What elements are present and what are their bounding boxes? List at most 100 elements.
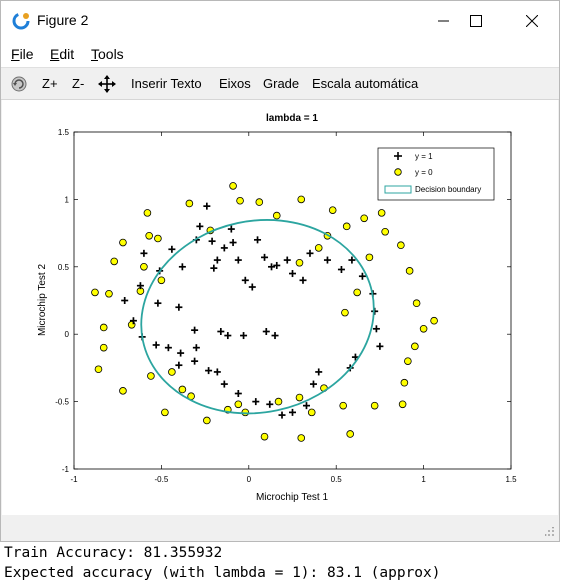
title-bar[interactable]: Figure 2 bbox=[1, 1, 559, 41]
negative-point bbox=[119, 238, 127, 247]
positive-point bbox=[315, 368, 323, 376]
negative-point bbox=[236, 196, 244, 205]
positive-point bbox=[152, 341, 160, 349]
negative-point bbox=[360, 214, 368, 223]
negative-point bbox=[398, 400, 407, 409]
positive-point bbox=[191, 326, 199, 334]
positive-point bbox=[175, 303, 183, 311]
close-button[interactable] bbox=[509, 1, 555, 41]
zoom-out-button[interactable]: Z- bbox=[72, 76, 85, 91]
matlab-octave-icon bbox=[12, 12, 30, 30]
negative-point bbox=[178, 385, 187, 394]
negative-point bbox=[314, 244, 323, 252]
pan-icon[interactable] bbox=[98, 75, 116, 93]
positive-point bbox=[175, 361, 183, 369]
negative-point bbox=[365, 253, 374, 262]
negative-point bbox=[143, 209, 152, 217]
negative-point bbox=[260, 432, 269, 441]
negative-point bbox=[185, 199, 194, 208]
axis-ticks: -1 -0.5 0 0.5 1 1.5 -1 -0.5 0 0.5 1 1.5 bbox=[55, 128, 517, 484]
negative-point bbox=[297, 195, 306, 204]
x-tick-label: 1 bbox=[421, 475, 426, 484]
rotate-icon[interactable] bbox=[10, 75, 28, 93]
zoom-in-button[interactable]: Z+ bbox=[42, 76, 58, 91]
negative-point bbox=[140, 263, 148, 271]
positive-point bbox=[240, 332, 248, 340]
positive-point bbox=[271, 332, 279, 340]
positive-point bbox=[227, 225, 235, 233]
negative-point bbox=[411, 342, 419, 351]
negative-point bbox=[370, 401, 379, 410]
x-tick-label: 1.5 bbox=[505, 475, 517, 484]
legend-entry-boundary: Decision boundary bbox=[384, 185, 481, 194]
positive-point bbox=[323, 256, 331, 264]
negative-point bbox=[419, 325, 428, 333]
positive-point bbox=[241, 276, 249, 284]
positive-point bbox=[283, 256, 291, 264]
positive-point bbox=[248, 283, 256, 291]
minimize-button[interactable] bbox=[421, 1, 467, 41]
negative-point bbox=[157, 276, 166, 285]
negative-point bbox=[412, 299, 421, 307]
y-axis-label: Microchip Test 2 bbox=[37, 264, 48, 337]
resize-grip-icon[interactable] bbox=[545, 527, 555, 537]
figure-canvas[interactable]: lambda = 1 Microchip Test 1 Microchip Te… bbox=[2, 100, 558, 515]
positive-point bbox=[337, 265, 345, 273]
positive-point bbox=[278, 411, 286, 419]
y-tick-label: 0.5 bbox=[58, 263, 70, 272]
positive-point bbox=[220, 380, 228, 388]
maximize-button[interactable] bbox=[453, 1, 499, 41]
negative-point bbox=[339, 401, 347, 410]
autoscale-button[interactable]: Escala automática bbox=[312, 76, 419, 91]
grid-button[interactable]: Grade bbox=[263, 76, 300, 91]
axes-button[interactable]: Eixos bbox=[219, 76, 251, 91]
insert-text-button[interactable]: Inserir Texto bbox=[131, 76, 202, 91]
positive-point bbox=[309, 380, 317, 388]
positive-point bbox=[213, 368, 221, 376]
menu-file[interactable]: File bbox=[11, 46, 34, 62]
menu-tools[interactable]: Tools bbox=[91, 46, 124, 62]
negative-point bbox=[91, 288, 99, 297]
positive-point bbox=[229, 239, 237, 247]
positive-point bbox=[164, 344, 172, 352]
window-title: Figure 2 bbox=[37, 12, 89, 28]
negative-point bbox=[145, 231, 153, 240]
negative-point bbox=[274, 397, 283, 406]
negative-point bbox=[229, 182, 237, 190]
negative-point bbox=[99, 343, 108, 352]
positive-point bbox=[266, 400, 274, 408]
negative-point bbox=[342, 222, 351, 231]
positive-point bbox=[210, 264, 218, 272]
positive-point bbox=[234, 390, 242, 398]
negative-point bbox=[147, 372, 155, 380]
negative-point bbox=[203, 416, 211, 425]
menu-edit[interactable]: Edit bbox=[50, 46, 75, 62]
negative-point bbox=[119, 387, 127, 395]
negative-point bbox=[154, 234, 162, 243]
positive-point bbox=[154, 299, 162, 307]
positive-point bbox=[191, 357, 199, 365]
positive-point bbox=[140, 249, 148, 257]
negative-point bbox=[328, 206, 337, 214]
positive-point bbox=[261, 253, 269, 261]
negative-point bbox=[404, 357, 412, 365]
positive-point bbox=[224, 332, 232, 340]
positive-point bbox=[234, 256, 242, 264]
maximize-icon bbox=[470, 15, 482, 27]
positive-point bbox=[306, 249, 314, 257]
positive-point bbox=[196, 222, 204, 230]
positive-point bbox=[208, 237, 216, 245]
negative-point bbox=[272, 211, 281, 220]
legend-entry-negative: y = 0 bbox=[394, 168, 433, 177]
positive-point bbox=[129, 317, 137, 325]
positive-point bbox=[376, 342, 384, 350]
y-tick-label: -0.5 bbox=[55, 398, 69, 407]
negative-point bbox=[397, 241, 405, 250]
console-line-expected: Expected accuracy (with lambda = 1): 83.… bbox=[4, 565, 441, 581]
positive-point bbox=[192, 344, 200, 352]
negative-point bbox=[110, 257, 119, 266]
status-bar bbox=[1, 515, 559, 541]
negative-point bbox=[168, 368, 176, 376]
negative-point bbox=[94, 365, 103, 374]
figure-toolbar: Z+ Z- Inserir Texto Eixos Grade Escala a… bbox=[1, 67, 559, 100]
